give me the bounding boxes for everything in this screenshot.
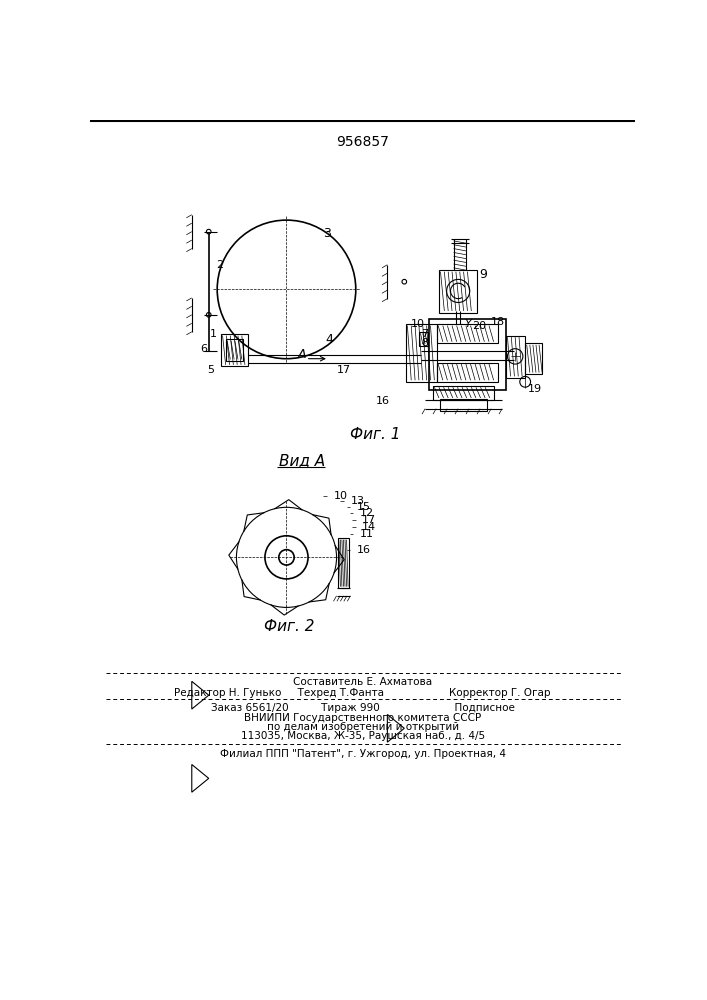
Text: 956857: 956857	[337, 135, 389, 149]
Text: 19: 19	[527, 384, 542, 394]
Text: 4: 4	[325, 333, 333, 346]
Bar	[429, 319, 506, 389]
Bar	[525, 343, 542, 374]
Text: Заказ 6561/20          Тираж 990                       Подписное: Заказ 6561/20 Тираж 990 Подписное	[211, 703, 515, 713]
Text: 3: 3	[323, 227, 332, 240]
Text: 10: 10	[334, 491, 347, 501]
Text: Составитель Е. Ахматова: Составитель Е. Ахматова	[293, 677, 432, 687]
Text: 11: 11	[360, 529, 373, 539]
Text: ВНИИПИ Государственного комитета СССР: ВНИИПИ Государственного комитета СССР	[244, 713, 481, 723]
Text: 15: 15	[356, 502, 370, 512]
Text: 9: 9	[479, 267, 487, 280]
Bar	[419, 332, 428, 346]
Text: 10: 10	[410, 319, 424, 329]
Text: 12: 12	[360, 508, 374, 518]
Text: по делам изобретений и открытий: по делам изобретений и открытий	[267, 722, 459, 732]
Text: 16: 16	[356, 545, 370, 555]
Bar	[226, 339, 243, 361]
Text: 7: 7	[421, 329, 428, 339]
Text: 16: 16	[375, 396, 390, 406]
Text: 1: 1	[210, 329, 217, 339]
Text: 6: 6	[201, 344, 208, 354]
Text: 17: 17	[362, 515, 376, 525]
Text: 5: 5	[208, 365, 214, 375]
Bar	[338, 538, 349, 588]
Text: 18: 18	[491, 317, 506, 327]
Text: 2: 2	[216, 260, 223, 270]
Text: Y: Y	[464, 319, 471, 329]
Bar	[221, 334, 248, 366]
Text: 20: 20	[472, 321, 486, 331]
Text: 13: 13	[351, 496, 364, 506]
Bar	[437, 324, 498, 343]
Text: Фиг. 2: Фиг. 2	[264, 619, 314, 634]
Text: Филиал ППП "Патент", г. Ужгород, ул. Проектная, 4: Филиал ППП "Патент", г. Ужгород, ул. Про…	[220, 749, 506, 759]
Bar	[439, 270, 477, 312]
Bar	[506, 336, 525, 378]
Text: 17: 17	[337, 365, 351, 375]
Bar	[406, 324, 437, 382]
Text: Вид А: Вид А	[279, 453, 325, 468]
Text: 8: 8	[421, 338, 428, 348]
Text: А: А	[298, 348, 306, 361]
Bar	[433, 386, 494, 400]
Text: Фиг. 1: Фиг. 1	[350, 427, 400, 442]
Text: 14: 14	[362, 522, 376, 532]
Text: Редактор Н. Гунько     Техред Т.Фанта                    Корректор Г. Огар: Редактор Н. Гунько Техред Т.Фанта Коррек…	[175, 688, 551, 698]
Bar	[440, 399, 486, 411]
Text: 113035, Москва, Ж-35, Раушская наб., д. 4/5: 113035, Москва, Ж-35, Раушская наб., д. …	[240, 731, 485, 741]
Bar	[437, 363, 498, 382]
